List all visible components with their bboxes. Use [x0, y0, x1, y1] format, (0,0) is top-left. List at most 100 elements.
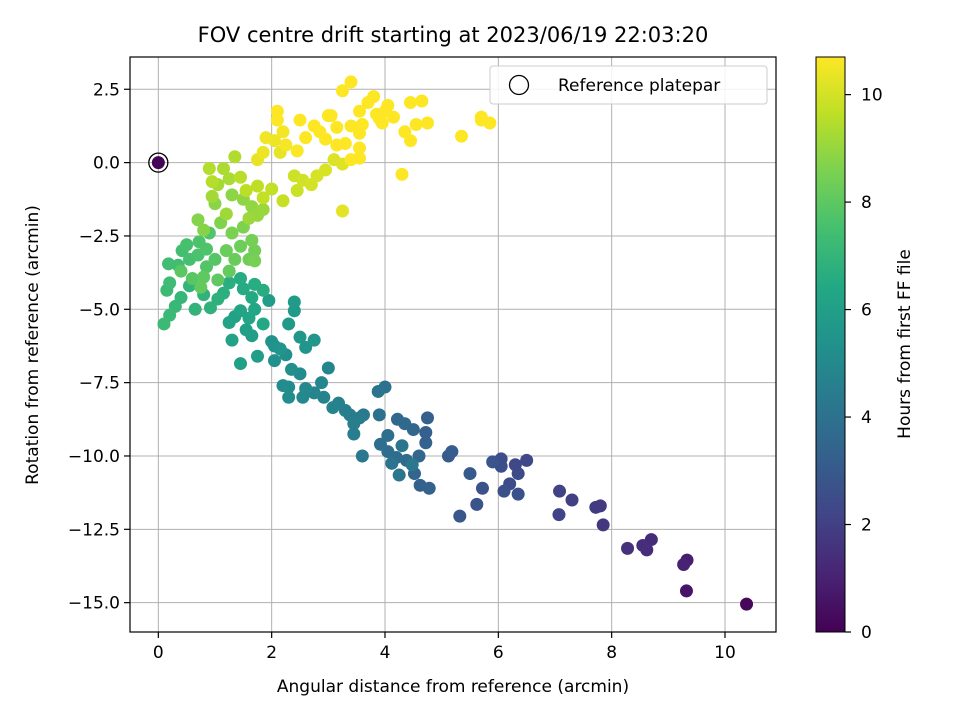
scatter-point [336, 204, 349, 218]
scatter-point [265, 182, 279, 196]
scatter-point [279, 138, 293, 152]
scatter-point [463, 467, 477, 481]
scatter-point [248, 244, 262, 258]
scatter-point [367, 90, 381, 104]
scatter-point [413, 478, 427, 492]
scatter-point [470, 497, 484, 511]
scatter-point [347, 427, 361, 441]
scatter-point [679, 584, 693, 598]
scatter-point [236, 282, 250, 296]
scatter-point [222, 276, 236, 290]
scatter-point [219, 207, 233, 221]
scatter-point [234, 304, 247, 318]
scatter-point [315, 376, 329, 390]
scatter-point [265, 335, 279, 349]
y-axis-ticks: 2.5 0.0 −2.5 −5.0 −7.5 −10.0 −12.5 −15.0 [68, 80, 130, 614]
colorbar-tick-label: 2 [861, 516, 872, 536]
scatter-point [421, 116, 434, 130]
scatter-point [245, 291, 259, 305]
y-tick-label: −5.0 [79, 300, 120, 320]
scatter-point [211, 273, 225, 287]
scatter-point [405, 458, 419, 472]
colorbar-tick-label: 6 [861, 301, 872, 321]
scatter-point [353, 151, 366, 165]
grid-lines [130, 57, 776, 632]
y-tick-label: −12.5 [68, 520, 120, 540]
scatter-point [511, 467, 525, 481]
scatter-point [319, 163, 332, 177]
scatter-point [273, 342, 287, 356]
scatter-point [197, 270, 211, 284]
reference-point [148, 152, 169, 173]
scatter-point [225, 333, 239, 347]
scatter-point [409, 117, 423, 131]
x-tick-label: 10 [714, 643, 736, 663]
scatter-point [251, 179, 264, 193]
scatter-point [217, 161, 230, 175]
scatter-point [299, 340, 313, 354]
scatter-point [412, 449, 426, 463]
x-tick-label: 6 [493, 643, 504, 663]
scatter-point [248, 254, 262, 268]
scatter-point [299, 131, 313, 145]
scatter-point [419, 436, 433, 450]
scatter-point [596, 518, 610, 532]
scatter-point [242, 211, 256, 225]
scatter-point [282, 317, 296, 331]
scatter-point [486, 455, 500, 469]
scatter-point [636, 538, 650, 552]
scatter-point [219, 244, 233, 258]
x-tick-label: 8 [606, 643, 617, 663]
scatter-point [415, 94, 429, 108]
scatter-point [188, 302, 202, 316]
scatter-point [326, 401, 340, 415]
scatter-point [307, 333, 321, 347]
scatter-point [248, 302, 262, 316]
plot-area [130, 57, 776, 632]
scatter-point [621, 541, 635, 555]
colorbar-tick-label: 0 [861, 623, 872, 643]
scatter-point [404, 95, 417, 109]
scatter-point [234, 170, 247, 184]
scatter-point [239, 323, 253, 337]
scatter-point [197, 223, 211, 237]
y-tick-label: 0.0 [93, 154, 120, 174]
scatter-point [553, 484, 567, 498]
y-tick-label: −15.0 [68, 594, 120, 614]
colorbar-gradient [815, 56, 846, 633]
scatter-point [372, 408, 386, 422]
scatter-point [353, 141, 366, 155]
scatter-point [228, 252, 242, 266]
scatter-point [344, 75, 358, 89]
scatter-point [222, 315, 236, 329]
scatter-point [381, 428, 395, 442]
scatter-point [287, 295, 301, 309]
scatter-point [256, 317, 270, 331]
scatter-point [180, 238, 194, 252]
colorbar-tick-label: 10 [861, 86, 883, 106]
x-axis-label: Angular distance from reference (arcmin) [277, 677, 629, 697]
scatter-point [208, 252, 222, 266]
scatter-point [276, 194, 290, 208]
x-axis-ticks: 0 2 4 6 8 10 [153, 632, 736, 663]
scatter-point [185, 271, 199, 285]
scatter-point [474, 110, 488, 124]
reference-point-fill [151, 156, 165, 170]
scatter-point [276, 379, 290, 393]
scatter-point [245, 233, 259, 247]
scatter-point [259, 131, 273, 145]
scatter-point [293, 330, 307, 344]
scatter-point [270, 104, 284, 118]
scatter-point [234, 357, 247, 371]
scatter-point [222, 172, 236, 186]
scatter-point [395, 439, 409, 453]
scatter-point [256, 203, 270, 217]
scatter-point [157, 317, 171, 331]
scatter-point [355, 449, 369, 463]
scatter-point [497, 484, 511, 498]
scatter-point [222, 264, 236, 278]
colorbar-tick-label: 4 [861, 408, 872, 428]
scatter-point [395, 167, 409, 181]
scatter-point [392, 468, 406, 482]
scatter-point [282, 390, 296, 404]
